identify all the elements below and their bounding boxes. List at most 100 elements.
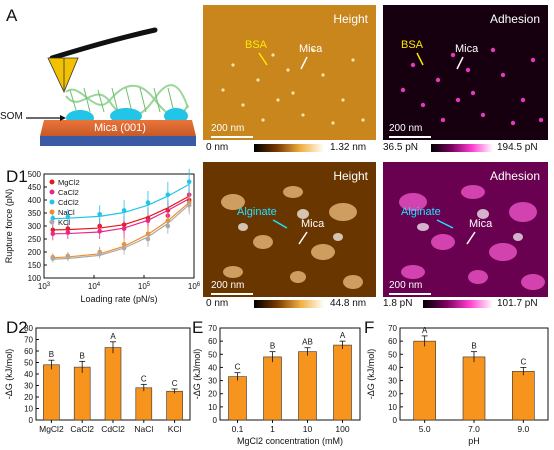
d1-point bbox=[97, 251, 102, 256]
afm-image-b1: Height BSA Mica 200 nm bbox=[203, 5, 376, 140]
chart-f-bar bbox=[512, 371, 535, 421]
chart-f-sig-letter: B bbox=[471, 342, 476, 351]
chart-f-ytick-label: 10 bbox=[388, 403, 397, 412]
chart-e-ytick-label: 40 bbox=[208, 363, 217, 372]
chart-d2-delta-g-salts: 0 10 20 30 40 50 60 70 80 B MgCl2 B CaCl2 A CdCl2 C NaCl… bbox=[4, 324, 191, 434]
c2-label-alginate: Alginate bbox=[401, 206, 441, 218]
b2-scale-text: 200 nm bbox=[389, 123, 423, 134]
chart-e-delta-g-concentration: 0 10 20 30 40 50 60 70 C 0.1 B 1 AB 10 A 100 -ΔG (kJ/mol… bbox=[192, 324, 361, 446]
d1-point bbox=[50, 256, 56, 261]
d1-point bbox=[165, 223, 171, 229]
chart-d2-sig-letter: B bbox=[49, 350, 54, 359]
chart-d2-ytick-label: 50 bbox=[24, 359, 33, 368]
d1-ytick-label: 450 bbox=[28, 183, 42, 192]
chart-e-xtick-label: 100 bbox=[335, 424, 349, 434]
afm-image-c1: Height Alginate Mica 200 nm bbox=[203, 162, 376, 297]
c2-cmin: 1.8 pN bbox=[383, 298, 413, 309]
d1-point bbox=[65, 254, 71, 260]
b2-colorbar: 36.5 pN 194.5 pN bbox=[383, 142, 551, 156]
chart-e-ytick-label: 30 bbox=[208, 377, 217, 386]
chart-d2-sig-letter: C bbox=[172, 379, 178, 388]
c2-scale-text: 200 nm bbox=[389, 280, 423, 291]
chart-d1-rupture-force: 100 150 200 250 300 350 400 450 500 103 104 105 106 L… bbox=[4, 168, 200, 304]
chart-f-ytick-label: 60 bbox=[388, 337, 397, 346]
chart-e-ytick-label: 0 bbox=[213, 416, 218, 425]
chart-e-sig-letter: A bbox=[340, 331, 346, 340]
chart-d2-ytick-label: 20 bbox=[24, 393, 33, 402]
chart-f-xlabel: pH bbox=[468, 436, 480, 446]
d1-point bbox=[121, 226, 127, 231]
d1-legend-label: CdCl2 bbox=[58, 198, 79, 207]
chart-d2-bar bbox=[43, 364, 60, 421]
c1-label-mica: Mica bbox=[301, 218, 325, 230]
chart-f-ytick-label: 0 bbox=[393, 416, 398, 425]
chart-e-ytick-label: 20 bbox=[208, 390, 217, 399]
chart-d2-sig-letter: A bbox=[110, 332, 116, 341]
chart-e-bar bbox=[298, 351, 317, 421]
cantilever bbox=[49, 27, 158, 61]
d1-xlabel: Loading rate (pN/s) bbox=[80, 294, 157, 304]
chart-f-bar bbox=[413, 340, 436, 421]
chart-e-bar bbox=[333, 344, 352, 421]
afm-image-c2: Adhesion Alginate Mica 200 nm bbox=[383, 162, 548, 297]
d1-xtick-label: 104 bbox=[88, 282, 101, 291]
panel-letter-d1: D1 bbox=[6, 167, 28, 186]
chart-d2-ytick-label: 30 bbox=[24, 382, 33, 391]
c1-colorbar: 0 nm 44.8 nm bbox=[206, 298, 376, 312]
chart-f-delta-g-ph: 0 10 20 30 40 50 60 70 A 5.0 B 7.0 C 9.0 -ΔG (kJ/mol) p… bbox=[366, 324, 549, 446]
d1-legend-label: MgCl2 bbox=[58, 178, 80, 187]
d1-point bbox=[145, 218, 151, 224]
d1-legend-marker bbox=[49, 209, 55, 215]
b1-label-bsa: BSA bbox=[245, 39, 268, 51]
chart-e-xtick-label: 1 bbox=[270, 424, 275, 434]
d1-ytick-label: 500 bbox=[28, 170, 42, 179]
c2-title: Adhesion bbox=[489, 169, 540, 183]
d1-point bbox=[186, 202, 192, 208]
d1-ytick-label: 200 bbox=[28, 248, 42, 257]
b2-cmax: 194.5 pN bbox=[497, 142, 538, 153]
chart-d2-ytick-label: 0 bbox=[29, 416, 34, 425]
d1-xtick-label: 103 bbox=[38, 282, 51, 291]
chart-e-xtick-label: 10 bbox=[303, 424, 313, 434]
d1-legend-label: NaCl bbox=[58, 208, 75, 217]
d1-point bbox=[97, 228, 102, 234]
c2-colorbar: 1.8 pN 101.7 pN bbox=[383, 298, 551, 312]
chart-d2-ytick-label: 10 bbox=[24, 405, 33, 414]
c1-label-alginate: Alginate bbox=[237, 206, 277, 218]
chart-d2-xtick-label: NaCl bbox=[134, 424, 153, 434]
chart-e-ytick-label: 60 bbox=[208, 337, 217, 346]
chart-d2-bar bbox=[73, 366, 91, 421]
c2-cmax: 101.7 pN bbox=[497, 298, 538, 309]
som-label: SOM bbox=[0, 111, 23, 122]
mica-label: Mica (001) bbox=[94, 122, 146, 134]
d1-ylabel: Rupture force (pN) bbox=[4, 189, 14, 264]
chart-f-ytick-label: 50 bbox=[388, 350, 397, 359]
d1-point bbox=[97, 212, 102, 217]
b1-cmin: 0 nm bbox=[206, 142, 229, 153]
d1-point bbox=[186, 179, 192, 185]
d1-point bbox=[65, 214, 71, 220]
d1-point bbox=[121, 245, 127, 251]
chart-e-ytick-label: 70 bbox=[208, 324, 217, 333]
d1-point bbox=[165, 192, 171, 198]
chart-d2-ylabel: -ΔG (kJ/mol) bbox=[4, 349, 14, 400]
chart-d2-ytick-label: 80 bbox=[24, 324, 33, 333]
chart-d2-ytick-label: 60 bbox=[24, 347, 33, 356]
panel-letter-e: E bbox=[192, 318, 204, 337]
d1-point bbox=[121, 208, 127, 213]
d1-ytick-label: 100 bbox=[28, 274, 42, 283]
d1-point bbox=[145, 200, 151, 205]
c1-scale-text: 200 nm bbox=[211, 280, 245, 291]
chart-e-plot-frame bbox=[219, 327, 361, 421]
mica-substrate bbox=[40, 120, 196, 136]
c1-title: Height bbox=[333, 169, 368, 183]
afm-image-b2: Adhesion BSA Mica 200 nm bbox=[383, 5, 548, 140]
panel-letter-d2: D2 bbox=[6, 318, 28, 337]
chart-d2-ytick-label: 40 bbox=[24, 370, 33, 379]
chart-e-sig-letter: AB bbox=[302, 338, 313, 347]
chart-d2-bar bbox=[135, 387, 153, 421]
b1-colorbar: 0 nm 1.32 nm bbox=[206, 142, 376, 156]
d1-ytick-label: 250 bbox=[28, 235, 42, 244]
d1-point bbox=[50, 215, 56, 221]
c1-cmax: 44.8 nm bbox=[330, 298, 367, 309]
